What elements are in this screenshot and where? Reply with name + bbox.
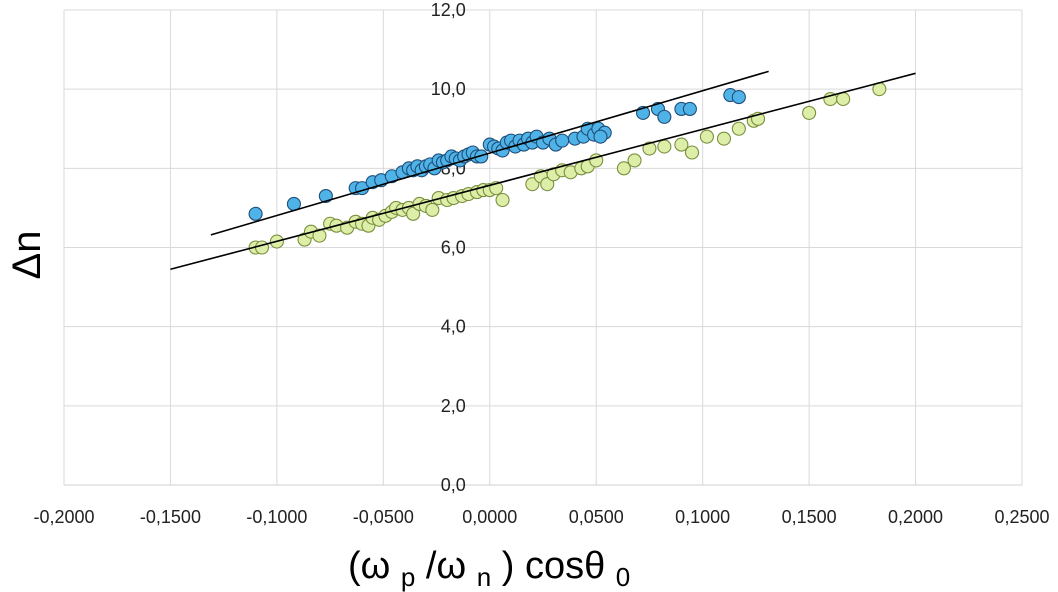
x-tick-label: 0,0500 [569, 507, 624, 527]
data-point-green [684, 145, 700, 160]
x-tick-label: 0,2500 [994, 507, 1049, 527]
data-point-green [674, 137, 689, 152]
data-point-green [802, 105, 817, 120]
x-label-sub-p: p [401, 562, 415, 592]
data-point-blue [657, 109, 672, 124]
data-point-blue [474, 149, 489, 164]
data-point-green [731, 121, 746, 136]
y-tick-label: 12,0 [431, 0, 466, 20]
trend-line-blue [210, 70, 769, 236]
data-point-green [716, 131, 732, 146]
data-point-green [836, 92, 851, 107]
data-point-blue [731, 90, 746, 105]
data-point-green [627, 153, 642, 168]
series-points [248, 82, 887, 255]
data-point-blue [593, 129, 608, 144]
x-tick-label: -0,2000 [33, 507, 94, 527]
x-tick-label: 0,2000 [888, 507, 943, 527]
data-point-green [254, 240, 270, 255]
data-point-green [406, 206, 421, 221]
data-point-blue [248, 206, 263, 221]
y-tick-label: 10,0 [431, 79, 466, 99]
y-tick-label: 4,0 [441, 317, 466, 337]
x-label-open: (ω [348, 545, 390, 587]
y-axis-label: Δn [5, 231, 49, 280]
data-point-green [642, 141, 657, 156]
data-point-blue [555, 133, 570, 148]
x-tick-label: -0,1000 [246, 507, 307, 527]
data-point-blue [682, 101, 697, 117]
x-axis-label: (ω p /ω n ) cosθ 0 [348, 545, 630, 592]
y-tick-label: 2,0 [441, 396, 466, 416]
data-point-green [616, 161, 631, 176]
x-tick-labels: -0,2000 -0,1500 -0,1000 -0,0500 0,0000 0,0500… [33, 507, 1049, 527]
data-point-green [312, 228, 327, 243]
grid [63, 9, 1023, 485]
y-tick-label: 0,0 [441, 475, 466, 495]
x-tick-label: 0,0000 [462, 507, 517, 527]
data-point-green [425, 202, 440, 217]
x-label-sub-0: 0 [616, 562, 630, 592]
data-point-green [657, 139, 672, 154]
trend-line-green [170, 72, 916, 271]
trend-lines [170, 70, 916, 271]
x-tick-label: 0,1000 [675, 507, 730, 527]
x-label-close: ) cosθ [502, 545, 605, 587]
x-label-mid: /ω [426, 545, 466, 587]
y-tick-label: 6,0 [441, 238, 466, 258]
data-point-green [540, 177, 555, 192]
x-tick-label: -0,0500 [353, 507, 414, 527]
data-point-green [699, 129, 714, 144]
x-label-sub-n: n [477, 562, 491, 592]
x-tick-label: -0,1500 [140, 507, 201, 527]
data-point-green [495, 192, 510, 208]
data-point-blue [318, 188, 333, 204]
x-tick-label: 0,1500 [782, 507, 837, 527]
